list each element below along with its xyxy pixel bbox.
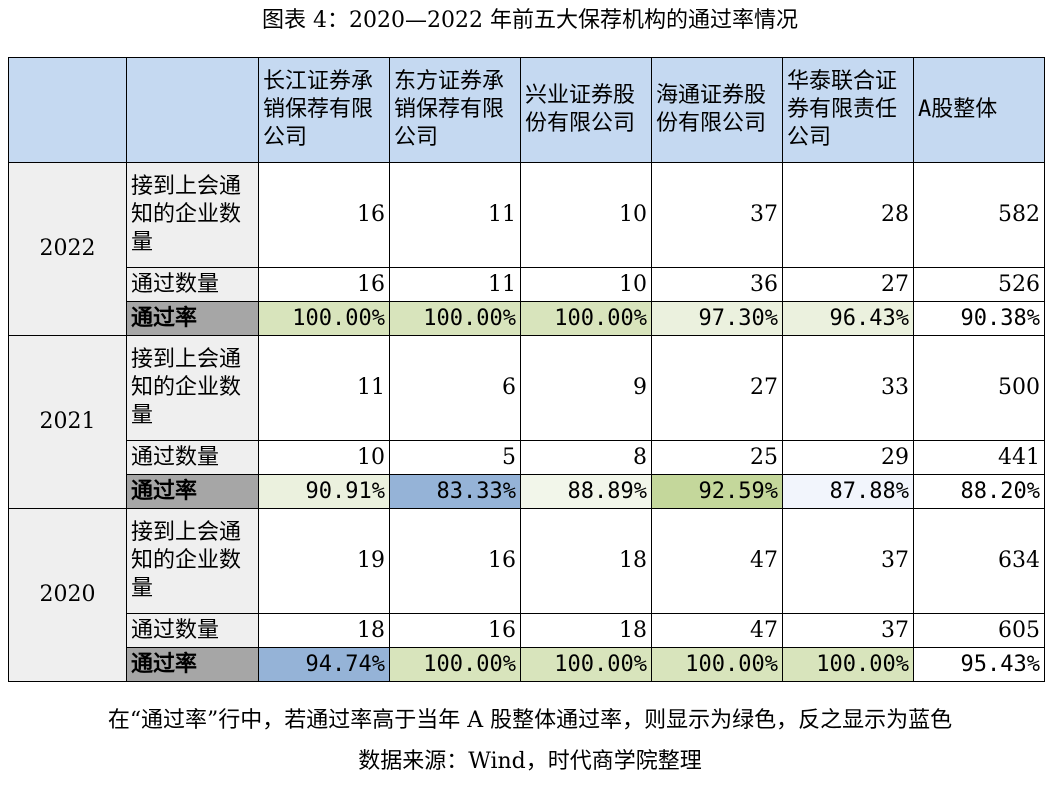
row-notified-2022: 2022 接到上会通知的企业数量 16 11 10 37 28 582	[8, 162, 1045, 336]
notified-cell: 28	[782, 162, 914, 268]
row-rate-2020: 通过率 94.74% 100.00% 100.00% 100.00% 100.00% 95.…	[9, 647, 1045, 682]
row-label-rate: 通过率	[126, 301, 259, 336]
notified-cell: 37	[782, 508, 914, 614]
col-header-huatai: 华泰联合证券有限责任公司	[782, 57, 914, 163]
row-label-rate: 通过率	[126, 647, 259, 682]
notified-cell: 634	[913, 508, 1045, 614]
rate-cell: 90.91%	[258, 474, 390, 509]
rate-cell: 83.33%	[389, 474, 521, 509]
row-label-notified: 接到上会通知的企业数量	[126, 335, 259, 441]
passed-cell: 526	[913, 267, 1045, 302]
row-label-notified: 接到上会通知的企业数量	[126, 508, 259, 614]
rate-cell: 100.00%	[389, 301, 521, 336]
row-label-rate: 通过率	[126, 474, 259, 509]
row-rate-2021: 通过率 90.91% 83.33% 88.89% 92.59% 87.88% 88.20%	[9, 474, 1045, 509]
rate-cell: 100.00%	[258, 301, 390, 336]
passed-cell: 5	[389, 440, 521, 475]
passed-cell: 18	[520, 613, 652, 648]
passed-cell: 37	[782, 613, 914, 648]
passed-cell: 25	[651, 440, 783, 475]
col-header-xingye: 兴业证券股份有限公司	[520, 57, 652, 163]
passed-cell: 8	[520, 440, 652, 475]
passed-cell: 16	[258, 267, 390, 302]
rate-cell: 92.59%	[651, 474, 783, 509]
footnote: 在“通过率”行中，若通过率高于当年 A 股整体通过率，则显示为绿色，反之显示为蓝…	[107, 708, 953, 733]
table-body: 2022 接到上会通知的企业数量 16 11 10 37 28 582 通过数量 16 11 10 36…	[8, 162, 1045, 682]
pass-rate-table: 长江证券承销保荐有限公司 东方证券承销保荐有限公司 兴业证券股份有限公司 海通证…	[8, 57, 1045, 682]
year-cell: 2022	[8, 162, 127, 336]
rate-cell: 97.30%	[651, 301, 783, 336]
notified-cell: 47	[651, 508, 783, 614]
passed-cell: 47	[651, 613, 783, 648]
passed-cell: 18	[258, 613, 390, 648]
passed-cell: 36	[651, 267, 783, 302]
rate-cell: 100.00%	[520, 647, 652, 682]
passed-cell: 605	[913, 613, 1045, 648]
corner-cell	[126, 57, 259, 163]
notified-cell: 16	[389, 508, 521, 614]
row-label-passed: 通过数量	[126, 613, 259, 648]
col-header-haitong: 海通证券股份有限公司	[651, 57, 783, 163]
notified-cell: 27	[651, 335, 783, 441]
rate-cell: 88.89%	[520, 474, 652, 509]
year-cell: 2020	[8, 508, 127, 682]
row-passed-2020: 通过数量 18 16 18 47 37 605	[9, 613, 1045, 648]
rate-cell: 96.43%	[782, 301, 914, 336]
notified-cell: 19	[258, 508, 390, 614]
row-label-notified: 接到上会通知的企业数量	[126, 162, 259, 268]
notified-cell: 6	[389, 335, 521, 441]
notified-cell: 10	[520, 162, 652, 268]
passed-cell: 16	[389, 613, 521, 648]
table-title: 图表 4：2020—2022 年前五大保荐机构的通过率情况	[262, 8, 798, 33]
notified-cell: 11	[389, 162, 521, 268]
row-passed-2021: 通过数量 10 5 8 25 29 441	[9, 440, 1045, 475]
row-label-passed: 通过数量	[126, 267, 259, 302]
passed-cell: 10	[520, 267, 652, 302]
corner-cell	[8, 57, 127, 163]
col-header-a-share-overall: A股整体	[913, 57, 1045, 163]
rate-cell: 94.74%	[258, 647, 390, 682]
col-header-dongfang: 东方证券承销保荐有限公司	[389, 57, 521, 163]
notified-cell: 33	[782, 335, 914, 441]
notified-cell: 37	[651, 162, 783, 268]
row-notified-2020: 2020 接到上会通知的企业数量 19 16 18 47 37 634	[8, 508, 1045, 682]
year-cell: 2021	[8, 335, 127, 509]
rate-cell: 100.00%	[389, 647, 521, 682]
row-passed-2022: 通过数量 16 11 10 36 27 526	[9, 267, 1045, 302]
rate-cell: 90.38%	[913, 301, 1045, 336]
rate-cell: 100.00%	[782, 647, 914, 682]
data-source: 数据来源：Wind，时代商学院整理	[358, 749, 702, 774]
notified-cell: 11	[258, 335, 390, 441]
rate-cell: 87.88%	[782, 474, 914, 509]
notified-cell: 500	[913, 335, 1045, 441]
row-notified-2021: 2021 接到上会通知的企业数量 11 6 9 27 33 500	[8, 335, 1045, 509]
rate-cell: 100.00%	[651, 647, 783, 682]
row-label-passed: 通过数量	[126, 440, 259, 475]
row-rate-2022: 通过率 100.00% 100.00% 100.00% 97.30% 96.43% 90.3…	[9, 301, 1045, 336]
rate-cell: 88.20%	[913, 474, 1045, 509]
notified-cell: 18	[520, 508, 652, 614]
passed-cell: 441	[913, 440, 1045, 475]
notified-cell: 9	[520, 335, 652, 441]
passed-cell: 11	[389, 267, 521, 302]
passed-cell: 29	[782, 440, 914, 475]
rate-cell: 95.43%	[913, 647, 1045, 682]
notified-cell: 16	[258, 162, 390, 268]
notified-cell: 582	[913, 162, 1045, 268]
col-header-changjiang: 长江证券承销保荐有限公司	[258, 57, 390, 163]
passed-cell: 27	[782, 267, 914, 302]
rate-cell: 100.00%	[520, 301, 652, 336]
header-row: 长江证券承销保荐有限公司 东方证券承销保荐有限公司 兴业证券股份有限公司 海通证…	[8, 57, 1045, 163]
passed-cell: 10	[258, 440, 390, 475]
